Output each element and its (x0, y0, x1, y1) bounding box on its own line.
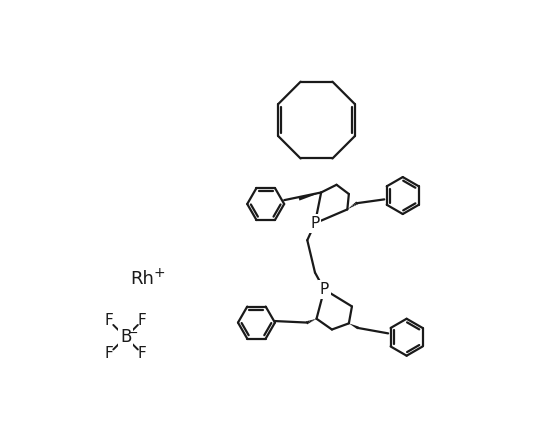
Text: F: F (138, 346, 146, 361)
Polygon shape (299, 192, 321, 201)
Text: F: F (138, 313, 146, 328)
Text: P: P (320, 282, 329, 297)
Text: F: F (104, 313, 113, 328)
Text: Rh: Rh (130, 270, 154, 289)
Text: F: F (104, 346, 113, 361)
Text: B: B (120, 328, 131, 346)
Text: −: − (127, 327, 138, 340)
Text: +: + (153, 266, 165, 280)
Polygon shape (349, 324, 359, 329)
Text: P: P (310, 216, 320, 231)
